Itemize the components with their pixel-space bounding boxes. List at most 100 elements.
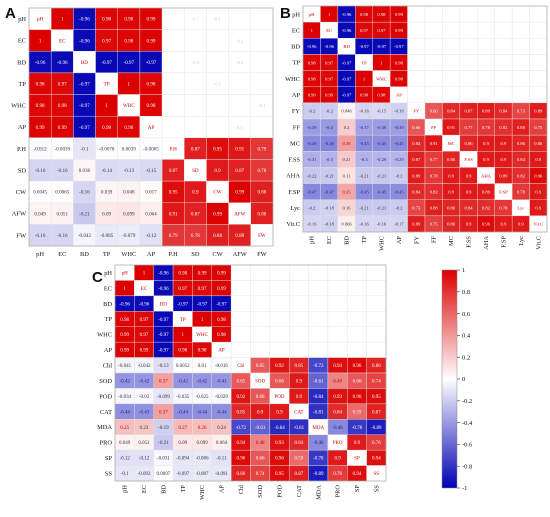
- value-c-7-11: 0.48: [333, 380, 342, 385]
- diag-label-b-7: FF: [431, 125, 437, 130]
- value-b-11-3: -0.45: [359, 189, 369, 194]
- value-c-8-5: -0.029: [215, 395, 228, 400]
- value-a-10-1: -0.16: [57, 233, 68, 239]
- ytick-a-3: TP: [19, 81, 27, 88]
- diag-label-b-2: BD: [343, 44, 350, 49]
- value-a-5-1: 0.99: [58, 125, 67, 131]
- value-b-12-10: 0.82: [482, 206, 491, 211]
- empty-cell-a: [161, 72, 185, 95]
- value-a-7-2: 0.036: [79, 168, 91, 174]
- value-b-7-12: 0.88: [517, 125, 526, 130]
- value-c-3-0: 0.98: [120, 318, 129, 323]
- diag-label-b-11: F.SP: [499, 189, 508, 194]
- value-a-10-2: -0.042: [78, 233, 92, 239]
- value-b-5-1: 0.99: [325, 93, 334, 98]
- diag-label-b-3: TP: [361, 60, 367, 65]
- value-b-6-3: -0.16: [359, 109, 369, 114]
- empty-cell-a: [161, 29, 185, 52]
- value-a-6-5: -0.0065: [143, 146, 159, 152]
- value-b-8-4: -0.45: [377, 141, 387, 146]
- value-b-10-2: 0.11: [343, 173, 352, 178]
- ytick-a-7: SD: [18, 167, 27, 174]
- ytick-b-8: MC: [290, 140, 300, 147]
- value-c-10-8: -0.84: [274, 426, 285, 431]
- value-b-12-7: 0.88: [430, 206, 439, 211]
- value-b-8-0: -0.46: [307, 141, 317, 146]
- empty-cell-c: [347, 326, 367, 343]
- value-a-8-6: 0.95: [169, 190, 178, 196]
- empty-cell-b: [494, 70, 513, 87]
- empty-cell-c: [347, 341, 367, 358]
- value-c-0-4: 0.99: [198, 272, 207, 277]
- value-b-9-6: 0.87: [412, 157, 421, 162]
- ytick-c-12: SP: [105, 455, 113, 462]
- xtick-b-13: Vit.C: [535, 236, 542, 250]
- diag-label-c-1: EC: [141, 287, 148, 292]
- value-b-13-1: -0.18: [324, 222, 334, 227]
- value-a-7-1: -0.16: [57, 168, 68, 174]
- value-a-9-5: 0.064: [145, 211, 157, 217]
- xtick-c-3: TP: [180, 485, 187, 493]
- value-a-6-1: -0.0039: [54, 146, 70, 152]
- empty-cell-c: [366, 341, 387, 358]
- value-b-6-9: 0.87: [465, 109, 474, 114]
- faint-label-a-7: 0.1: [237, 125, 243, 130]
- value-c-0-5: 0.99: [217, 272, 226, 277]
- value-a-5-2: -0.97: [79, 125, 90, 131]
- value-b-10-6: 0.89: [412, 173, 421, 178]
- value-b-13-6: 0.89: [412, 222, 421, 227]
- value-a-2-3: -0.97: [101, 60, 112, 66]
- value-b-6-12: 0.73: [517, 109, 526, 114]
- value-c-10-4: 0.26: [198, 426, 207, 431]
- xtick-b-3: TP: [361, 236, 368, 244]
- empty-cell-c: [308, 295, 329, 312]
- empty-cell-c: [269, 295, 290, 312]
- value-b-8-12: 0.86: [517, 141, 526, 146]
- colorbar-tick-3: 0.4: [462, 333, 471, 340]
- value-a-9-10: 0.88: [257, 211, 266, 217]
- value-c-9-6: 0.85: [236, 410, 245, 415]
- value-a-6-7: 0.87: [191, 146, 200, 152]
- value-c-12-11: 0.9: [334, 457, 341, 462]
- value-c-3-4: 1: [201, 318, 204, 323]
- diag-label-c-8: POD: [275, 395, 285, 400]
- value-c-11-3: 0.09: [178, 441, 187, 446]
- value-b-7-8: 0.91: [447, 125, 456, 130]
- value-b-7-10: 0.78: [482, 125, 491, 130]
- value-a-6-4: 0.0039: [122, 146, 136, 152]
- diag-label-c-6: Chl: [237, 364, 245, 369]
- empty-cell-b: [407, 70, 426, 87]
- value-c-8-13: 0.95: [372, 395, 381, 400]
- value-c-3-1: 0.97: [140, 318, 149, 323]
- value-b-4-3: 1: [363, 76, 366, 81]
- value-c-2-0: -0.96: [119, 302, 130, 307]
- value-a-0-5: 0.99: [147, 17, 156, 23]
- empty-cell-c: [366, 295, 387, 312]
- value-a-2-4: -0.97: [124, 60, 135, 66]
- value-b-12-3: -0.21: [359, 206, 369, 211]
- value-c-9-13: 0.87: [372, 410, 381, 415]
- empty-cell-c: [289, 311, 309, 327]
- ytick-a-2: BD: [17, 59, 26, 66]
- value-c-8-10: -0.84: [313, 395, 324, 400]
- empty-cell-b: [459, 21, 478, 39]
- ytick-b-13: Vit.C: [286, 221, 300, 228]
- value-b-12-1: -0.18: [324, 206, 334, 211]
- diag-label-c-0: pH: [122, 272, 129, 277]
- faint-label-a-3: -0.2: [192, 60, 200, 65]
- faint-label-a-5: -0.2: [214, 82, 222, 87]
- xtick-c-4: WHC: [199, 485, 206, 500]
- value-b-11-8: 0.9: [448, 189, 454, 194]
- value-a-7-9: 0.87: [235, 168, 244, 174]
- ytick-a-9: AFW: [12, 211, 27, 218]
- empty-cell-a: [184, 94, 207, 117]
- value-c-12-0: -0.12: [119, 457, 130, 462]
- value-a-4-3: 1: [105, 103, 108, 109]
- diag-label-c-4: WHC: [196, 333, 208, 338]
- value-c-12-3: -0.094: [176, 457, 189, 462]
- ytick-b-3: TP: [293, 60, 301, 67]
- diag-label-a-8: CW: [213, 190, 221, 196]
- value-c-12-2: -0.031: [157, 457, 170, 462]
- empty-cell-b: [477, 54, 495, 71]
